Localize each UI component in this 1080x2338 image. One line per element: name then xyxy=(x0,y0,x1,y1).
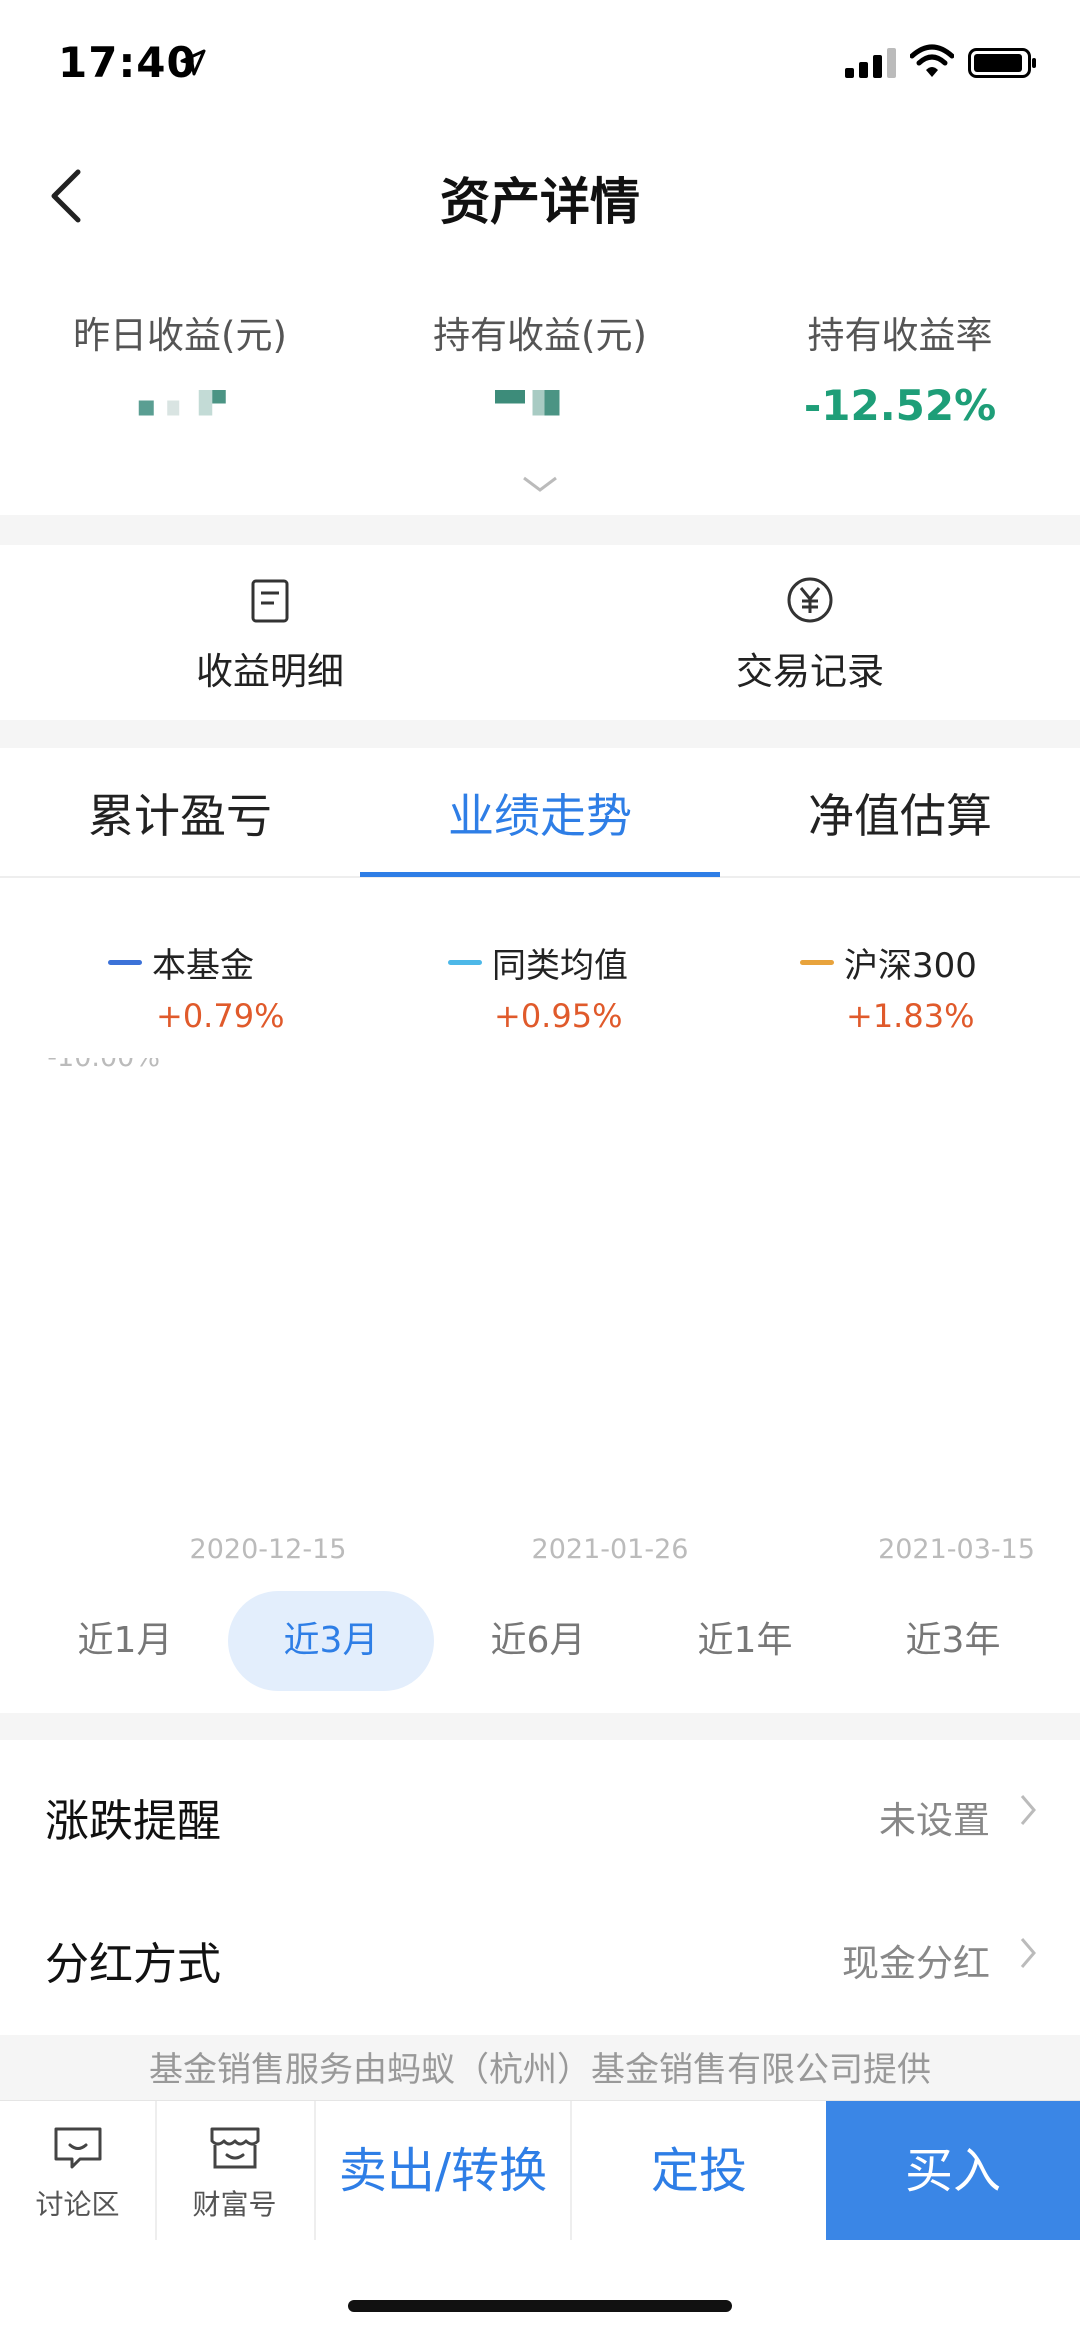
legend-csi300: 沪深300 +1.83% xyxy=(800,938,1080,1035)
location-arrow-icon xyxy=(180,49,206,76)
tab-nav-estimate[interactable]: 净值估算 xyxy=(808,789,992,843)
performance-card: 累计盈亏 业绩走势 净值估算 本基金 +0.79% 同类均值 +0.95% 沪深… xyxy=(0,748,1080,1713)
range-3m[interactable]: 近3月 xyxy=(228,1591,434,1691)
active-tab-indicator xyxy=(360,872,720,877)
yesterday-income-value-masked xyxy=(0,387,360,427)
holding-rate-label: 持有收益率 xyxy=(807,314,993,357)
buy-button[interactable]: 买入 xyxy=(826,2101,1080,2241)
legend-peer-avg: 同类均值 +0.95% xyxy=(448,938,808,1035)
income-detail-label: 收益明细 xyxy=(196,650,344,693)
discussion-button[interactable]: 讨论区 xyxy=(0,2101,155,2241)
income-detail-button[interactable]: 收益明细 xyxy=(120,575,420,695)
bottom-action-bar: 讨论区 财富号 卖出/转换 定投 买入 xyxy=(0,2100,1080,2241)
holding-income-label: 持有收益(元) xyxy=(433,314,647,357)
holding-income-value-masked xyxy=(360,387,720,427)
auto-invest-label: 定投 xyxy=(650,2143,747,2199)
holding-rate: 持有收益率 -12.52% xyxy=(720,305,1080,430)
document-icon xyxy=(251,579,289,623)
sell-convert-button[interactable]: 卖出/转换 xyxy=(316,2101,570,2241)
dividend-method-label: 分红方式 xyxy=(45,1939,221,1990)
tab-performance-trend[interactable]: 业绩走势 xyxy=(448,789,632,843)
legend-peer-value: +0.95% xyxy=(494,997,623,1035)
legend-csi300-name: 沪深300 xyxy=(844,946,977,986)
wealth-button[interactable]: 财富号 xyxy=(157,2101,312,2241)
trade-records-button[interactable]: 交易记录 xyxy=(660,575,960,695)
x-tick-label: 2021-01-26 xyxy=(532,1534,689,1565)
divider xyxy=(155,2101,157,2241)
range-selector: 近1月 近3月 近6月 近1年 近3年 xyxy=(0,1591,1080,1701)
chevron-right-icon xyxy=(1020,1938,1036,1968)
price-alert-value: 未设置 xyxy=(879,1799,990,1842)
legend-fund: 本基金 +0.79% xyxy=(108,938,468,1035)
price-alert-label: 涨跌提醒 xyxy=(45,1796,221,1847)
divider xyxy=(314,2101,316,2241)
wifi-icon xyxy=(910,44,954,77)
service-provider-note: 基金销售服务由蚂蚁（杭州）基金销售有限公司提供 xyxy=(149,2050,931,2090)
asset-summary: 昨日收益(元) 持有收益(元) 持有收益率 -12.52% xyxy=(0,260,1080,515)
range-1y[interactable]: 近1年 xyxy=(697,1620,793,1661)
sell-convert-label: 卖出/转换 xyxy=(338,2143,548,2199)
page-title: 资产详情 xyxy=(440,173,640,231)
chevron-right-icon xyxy=(1020,1795,1036,1825)
discussion-label: 讨论区 xyxy=(35,2188,120,2221)
tab-cumulative-pnl[interactable]: 累计盈亏 xyxy=(88,789,272,843)
legend-fund-swatch xyxy=(108,960,142,965)
signal-icon xyxy=(845,48,896,78)
legend-fund-value: +0.79% xyxy=(156,997,285,1035)
back-arrow-icon[interactable] xyxy=(40,160,100,230)
dividend-method-value: 现金分红 xyxy=(842,1942,990,1985)
chart-tabs: 累计盈亏 业绩走势 净值估算 xyxy=(0,748,1080,878)
chat-icon xyxy=(54,2127,101,2169)
chevron-down-icon[interactable] xyxy=(520,472,560,496)
settings-list: 涨跌提醒 未设置 分红方式 现金分红 xyxy=(0,1740,1080,2035)
holding-income: 持有收益(元) xyxy=(360,305,720,427)
yesterday-income: 昨日收益(元) xyxy=(0,305,360,427)
home-indicator xyxy=(348,2300,732,2312)
performance-chart[interactable]: 40.00%30.00%20.00%10.00%0.00%-10.00%2020… xyxy=(0,1058,1080,1588)
range-3y[interactable]: 近3年 xyxy=(905,1620,1001,1661)
home-indicator-area xyxy=(0,2240,1080,2338)
battery-icon xyxy=(968,48,1036,78)
nav-header: 资产详情 xyxy=(0,130,1080,260)
holding-rate-value: -12.52% xyxy=(803,381,997,430)
legend-fund-name: 本基金 xyxy=(152,946,254,986)
shortcut-bar: 收益明细 交易记录 xyxy=(0,545,1080,720)
x-tick-label: 2021-03-15 xyxy=(878,1534,1035,1565)
trade-records-label: 交易记录 xyxy=(736,650,884,693)
auto-invest-button[interactable]: 定投 xyxy=(572,2101,826,2241)
x-tick-label: 2020-12-15 xyxy=(190,1534,347,1565)
y-tick-label: -10.00% xyxy=(47,1058,160,1073)
divider xyxy=(570,2101,572,2241)
status-bar: 17:40 xyxy=(0,0,1080,130)
legend-peer-name: 同类均值 xyxy=(492,946,628,986)
legend-csi300-swatch xyxy=(800,960,834,965)
legend-csi300-value: +1.83% xyxy=(846,997,975,1035)
range-1m[interactable]: 近1月 xyxy=(77,1620,173,1661)
status-time: 17:40 xyxy=(58,38,197,87)
price-alert-row[interactable]: 涨跌提醒 未设置 xyxy=(0,1740,1080,1880)
yesterday-income-label: 昨日收益(元) xyxy=(73,314,287,357)
dividend-method-row[interactable]: 分红方式 现金分红 xyxy=(0,1883,1080,2023)
range-6m[interactable]: 近6月 xyxy=(490,1620,586,1661)
wealth-label: 财富号 xyxy=(192,2188,277,2221)
legend-peer-swatch xyxy=(448,960,482,965)
yen-icon xyxy=(787,577,833,623)
store-icon xyxy=(210,2127,259,2169)
